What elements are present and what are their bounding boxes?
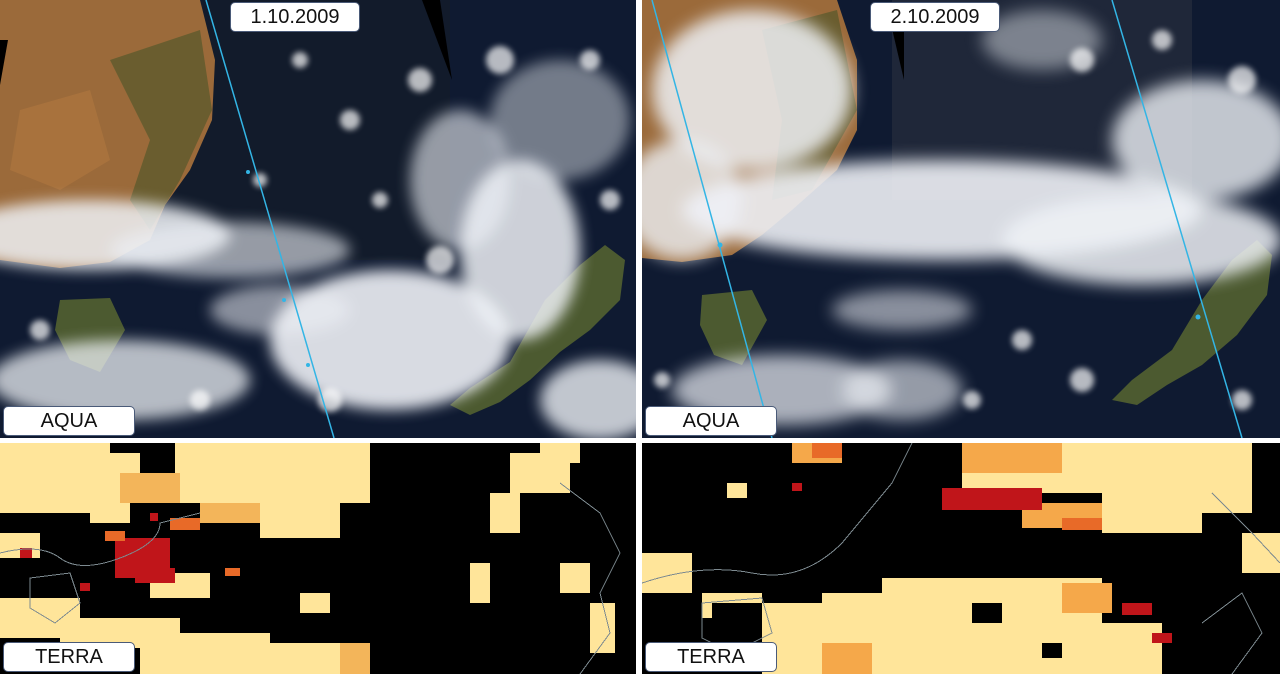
aqua-satellite-image-2	[642, 0, 1280, 438]
satellite-label: AQUA	[3, 406, 135, 436]
date-label: 2.10.2009	[870, 2, 1000, 32]
satellite-label: AQUA	[645, 406, 777, 436]
terra-aerosol-map-2	[642, 443, 1280, 674]
terra-aerosol-map-1	[0, 443, 636, 674]
satellite-label: TERRA	[3, 642, 135, 672]
aqua-image-panel-2: 2.10.2009 AQUA	[642, 0, 1280, 438]
terra-aerosol-panel-2: TERRA	[642, 443, 1280, 674]
satellite-label: TERRA	[645, 642, 777, 672]
aqua-satellite-image-1	[0, 0, 636, 438]
terra-aerosol-panel-1: TERRA	[0, 443, 636, 674]
aqua-image-panel-1: 1.10.2009 AQUA	[0, 0, 636, 438]
date-label: 1.10.2009	[230, 2, 360, 32]
